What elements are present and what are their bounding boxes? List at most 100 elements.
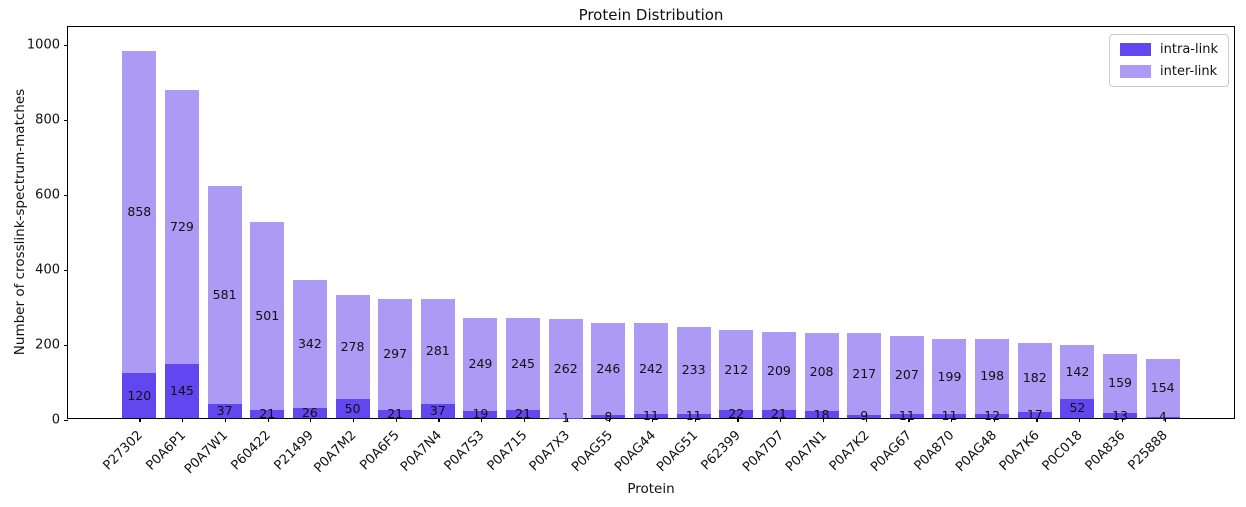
- intra-link-segment: 4: [1145, 410, 1180, 423]
- x-tick-label-P0A7D7: P0A7D7: [739, 428, 787, 476]
- inter-link-value-label: 199: [937, 368, 962, 384]
- inter-link-segment: 182: [1017, 343, 1052, 412]
- chart-title: Protein Distribution: [578, 6, 724, 24]
- legend-item-intra-link: intra-link: [1120, 42, 1218, 57]
- intra-link-value-label: 11: [941, 407, 958, 423]
- intra-link-value-label: 4: [1158, 409, 1167, 424]
- bar-slot-P0A836: 159 13: [1099, 27, 1142, 421]
- bar-slot-P0AG51: 233 11: [672, 27, 715, 421]
- intra-link-value-label: 37: [429, 402, 446, 418]
- bar-slot-P0A715: 245 21: [502, 27, 545, 419]
- stacked-bar: 154 4: [1145, 358, 1180, 423]
- x-tick-label-P0AG44: P0AG44: [611, 428, 659, 475]
- intra-link-segment: 21: [250, 407, 285, 419]
- x-tick-label-P0A870: P0A870: [911, 428, 958, 474]
- inter-link-value-label: 217: [852, 365, 877, 381]
- intra-link-value-label: 120: [127, 387, 152, 403]
- stacked-bar: 212 22: [719, 330, 754, 419]
- y-tick-label-600: 600: [35, 187, 60, 203]
- bar-slot-P0A7M2: 278 50: [331, 27, 374, 418]
- stacked-bar: 581 37: [207, 186, 242, 418]
- inter-link-segment: 246: [591, 322, 626, 415]
- inter-link-segment: 142: [1060, 345, 1095, 399]
- inter-link-segment: 212: [719, 330, 754, 410]
- intra-link-segment: 21: [378, 405, 413, 421]
- stacked-bar: 281 37: [420, 298, 455, 418]
- x-tick-label-P0A7S3: P0A7S3: [441, 428, 488, 474]
- inter-link-value-label: 198: [980, 368, 1005, 384]
- intra-link-segment: 13: [1103, 409, 1138, 421]
- bar-slot-P0A7K2: 217 9: [843, 27, 886, 422]
- stacked-bar: 233 11: [676, 326, 711, 421]
- inter-link-value-label: 278: [340, 338, 365, 354]
- y-tick-label-1000: 1000: [26, 37, 60, 53]
- intra-link-value-label: 17: [1026, 406, 1043, 422]
- stacked-bar: 342 26: [292, 280, 327, 418]
- inter-link-value-label: 297: [383, 346, 408, 362]
- x-tick-label-P0A836: P0A836: [1082, 428, 1129, 474]
- inter-link-value-label: 729: [170, 218, 194, 234]
- intra-link-segment: 120: [122, 373, 157, 418]
- legend: intra-link inter-link: [1109, 34, 1229, 87]
- inter-link-segment: 154: [1145, 358, 1180, 417]
- intra-link-value-label: 13: [1112, 407, 1128, 423]
- x-tick-label-P0A7X3: P0A7X3: [526, 428, 574, 475]
- x-tick-label-P0A7N4: P0A7N4: [398, 428, 446, 475]
- bar-slot-P0A7X3: 262 1: [544, 27, 587, 423]
- bar-slot-P0A7D7: 209 21: [758, 27, 801, 419]
- intra-link-segment: 19: [463, 408, 498, 420]
- bar-slot-P62399: 212 22: [715, 27, 758, 419]
- y-tick-label-800: 800: [35, 112, 60, 128]
- intra-link-segment: 145: [164, 363, 199, 418]
- bar-slot-P0C018: 142 52: [1056, 27, 1099, 418]
- x-tick-label-P0AG67: P0AG67: [867, 428, 915, 475]
- x-tick-label-P0A7M2: P0A7M2: [311, 428, 360, 476]
- bar-slot-P27302: 858 120: [118, 27, 161, 418]
- inter-link-segment: 297: [378, 298, 413, 411]
- x-tick-label-P25888: P25888: [1125, 428, 1172, 474]
- inter-link-segment: 245: [506, 318, 541, 411]
- x-tick-label-P0A715: P0A715: [484, 428, 531, 474]
- inter-link-value-label: 159: [1108, 375, 1132, 391]
- y-axis-label: Number of crosslink-spectrum-matches: [12, 88, 28, 356]
- inter-link-segment: 281: [420, 298, 455, 405]
- x-tick-mark: [139, 418, 141, 422]
- inter-link-segment: 207: [889, 336, 924, 414]
- intra-link-segment: 11: [676, 409, 711, 421]
- inter-link-segment: 209: [761, 331, 796, 411]
- x-tick-label-P0A7N1: P0A7N1: [782, 428, 830, 475]
- intra-link-value-label: 21: [387, 405, 404, 421]
- intra-link-value-label: 52: [1069, 400, 1086, 415]
- x-tick-mark: [182, 418, 184, 422]
- x-tick-mark: [352, 418, 355, 422]
- y-tick-mark: [64, 419, 68, 421]
- inter-link-segment: 217: [847, 333, 882, 415]
- intra-link-segment: 18: [804, 408, 839, 420]
- bar-slot-P0AG67: 207 11: [886, 27, 929, 421]
- x-tick-label-P0AG48: P0AG48: [953, 428, 1001, 475]
- bar-slot-P0AG44: 242 11: [630, 27, 673, 421]
- intra-link-segment: 11: [889, 409, 924, 421]
- inter-link-value-label: 249: [468, 355, 493, 371]
- intra-link-value-label: 11: [898, 407, 915, 423]
- intra-link-segment: 22: [719, 407, 754, 419]
- inter-link-value-label: 154: [1150, 379, 1175, 395]
- bar-slot-P0A6P1: 729 145: [161, 27, 204, 418]
- inter-link-value-label: 209: [766, 362, 791, 378]
- inter-link-value-label: 245: [511, 355, 536, 371]
- stacked-bar: 198 12: [975, 339, 1010, 421]
- intra-link-segment: 37: [420, 402, 455, 418]
- x-tick-label-P60422: P60422: [228, 428, 275, 474]
- inter-link-segment: 729: [164, 90, 199, 364]
- x-tick-mark: [438, 418, 440, 422]
- x-tick-mark: [224, 418, 226, 422]
- stacked-bar: 208 18: [804, 333, 839, 420]
- inter-link-swatch: [1120, 65, 1152, 78]
- inter-link-value-label: 233: [681, 361, 706, 377]
- bar-slot-P25888: 154 4: [1141, 27, 1184, 423]
- inter-link-value-label: 858: [127, 203, 152, 219]
- x-tick-label-P21499: P21499: [271, 428, 317, 474]
- legend-item-inter-link: inter-link: [1120, 64, 1218, 79]
- bar-slot-P0A7N4: 281 37: [416, 27, 459, 418]
